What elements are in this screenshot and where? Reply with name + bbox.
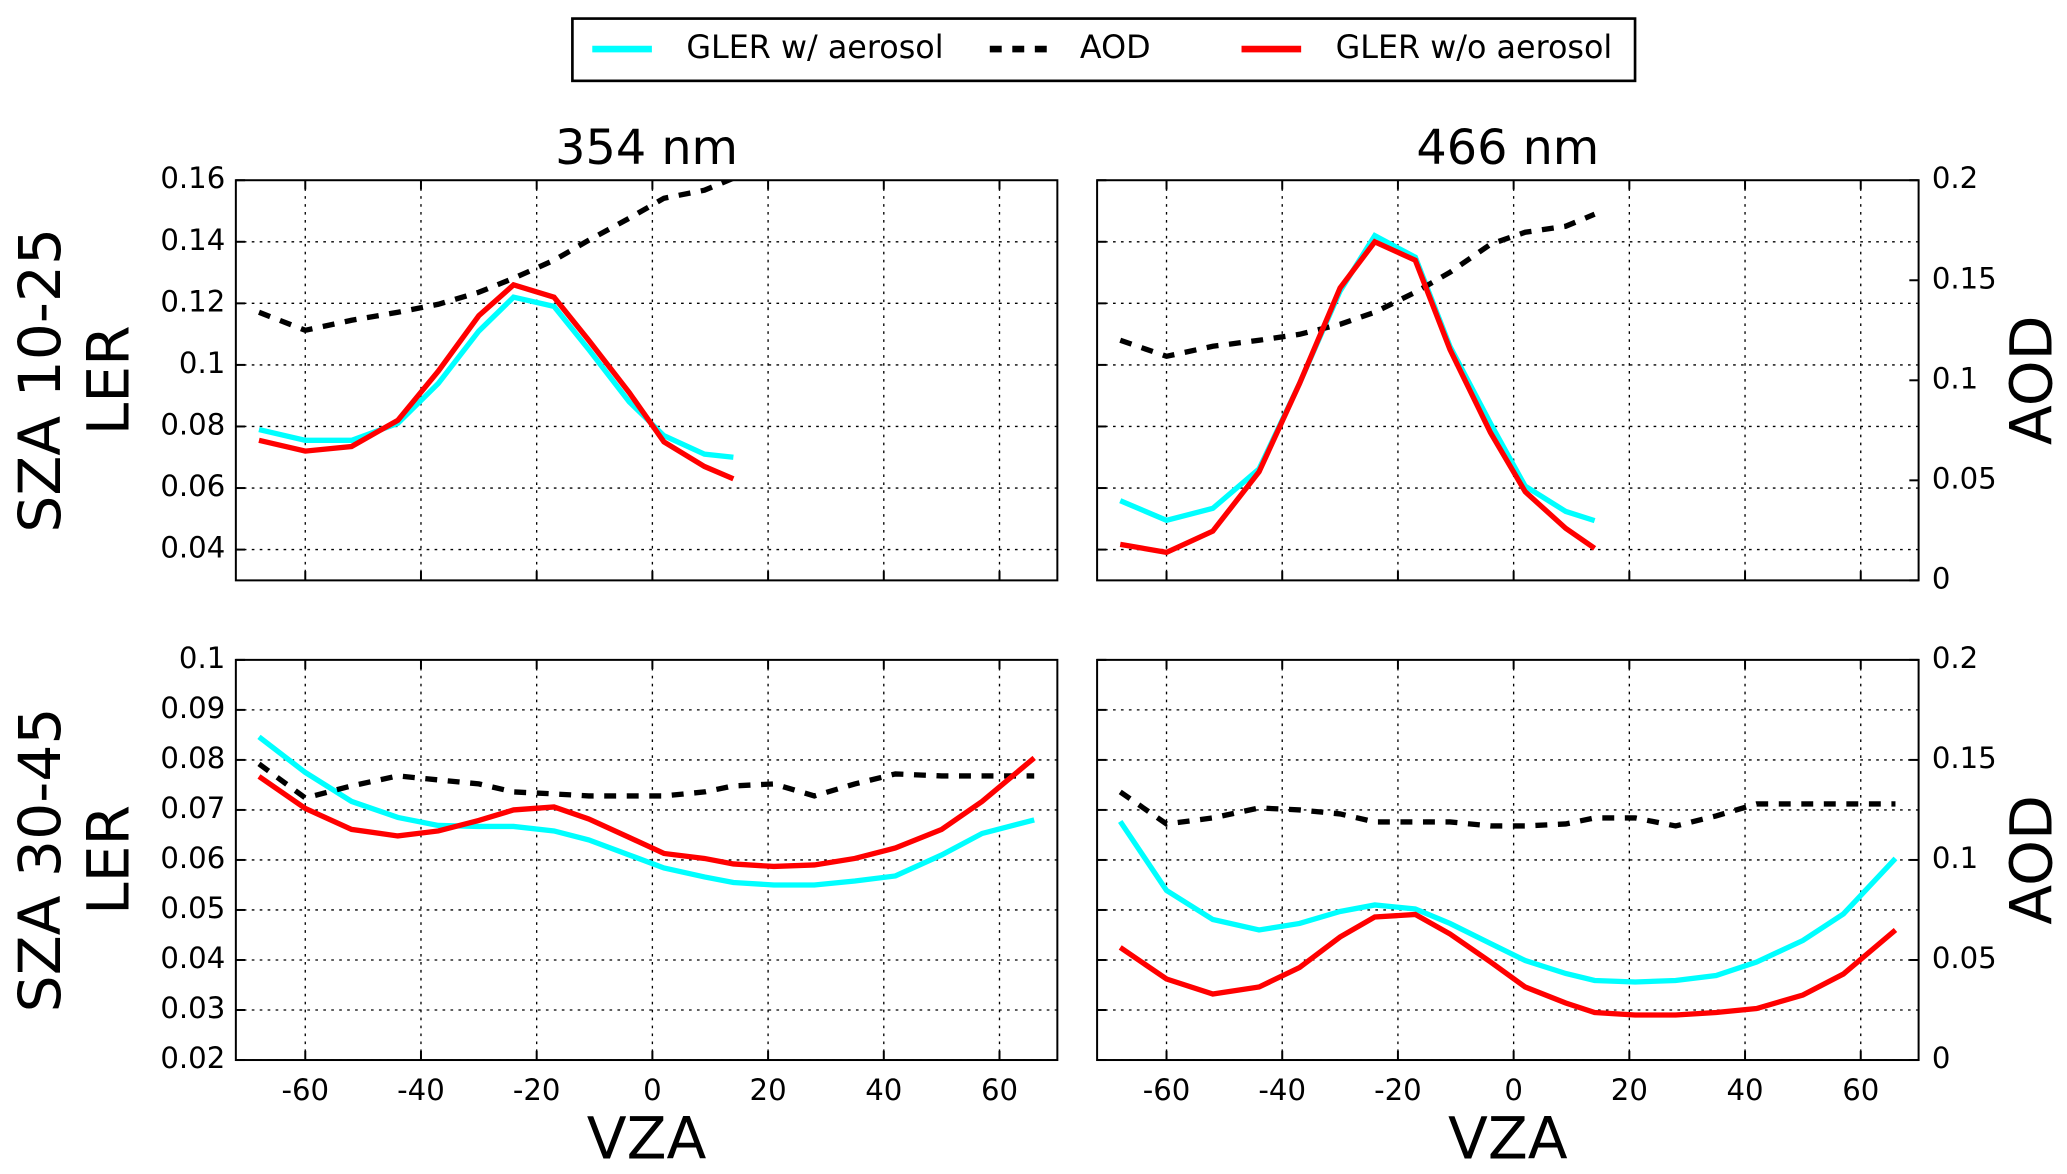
legend-label: GLER w/ aerosol <box>686 29 943 66</box>
y-tick-label: 0.08 <box>160 407 225 441</box>
x-tick-label: 60 <box>981 1073 1018 1107</box>
x-tick-label: 0 <box>643 1073 662 1107</box>
y2-tick-label: 0.2 <box>1932 641 1978 675</box>
y2-tick-label: 0.2 <box>1932 161 1978 195</box>
x-tick-label: -60 <box>281 1073 329 1107</box>
y2-axis-label: AOD <box>1997 795 2065 925</box>
y-tick-label: 0.02 <box>160 1041 225 1075</box>
x-tick-label: -60 <box>1143 1073 1191 1107</box>
y-tick-label: 0.06 <box>160 841 225 875</box>
plot-frame <box>1096 658 1920 1062</box>
y2-tick-label: 0.15 <box>1932 741 1997 775</box>
x-tick-label: -40 <box>1258 1073 1306 1107</box>
y-axis-label: SZA 30-45 <box>6 708 74 1013</box>
plot-area <box>1097 659 1919 1061</box>
y-tick-label: 0.1 <box>179 641 225 675</box>
series-line <box>257 761 1035 801</box>
series-line <box>1118 911 1898 1018</box>
series-line <box>1119 211 1596 360</box>
y-tick-label: 0.04 <box>160 941 225 975</box>
y-axis-label: SZA 10-25 <box>6 228 74 533</box>
y2-tick-label: 0.15 <box>1932 261 1997 295</box>
x-tick-label: 40 <box>865 1073 902 1107</box>
y-tick-label: 0.16 <box>160 161 225 195</box>
y2-axis-label: AOD <box>1997 315 2065 445</box>
series-line <box>258 180 735 334</box>
panel-title: 354 nm <box>555 121 738 176</box>
y2-tick-label: 0.05 <box>1932 461 1997 495</box>
x-tick-label: 20 <box>750 1073 787 1107</box>
y2-tick-label: 0 <box>1932 561 1951 595</box>
plot-frame <box>234 179 1059 582</box>
plot-frame <box>1096 179 1920 582</box>
x-axis-label: VZA <box>1448 1104 1568 1172</box>
y2-tick-label: 0.05 <box>1932 941 1997 975</box>
x-tick-label: 60 <box>1842 1073 1879 1107</box>
y-axis-label: LER <box>75 805 143 915</box>
series-line <box>258 294 734 460</box>
x-tick-label: 20 <box>1611 1073 1648 1107</box>
y2-tick-label: 0.1 <box>1932 841 1978 875</box>
y2-tick-label: 0.1 <box>1932 361 1978 395</box>
y-axis-label: LER <box>75 325 143 435</box>
plot-area <box>1097 180 1919 581</box>
y-tick-label: 0.08 <box>160 741 225 775</box>
legend-label: AOD <box>1080 29 1151 66</box>
x-tick-label: 0 <box>1504 1073 1523 1107</box>
panel-title: 466 nm <box>1416 121 1599 176</box>
legend-label: GLER w/o aerosol <box>1336 29 1613 66</box>
x-axis-label: VZA <box>587 1104 707 1172</box>
y-tick-label: 0.03 <box>160 991 225 1025</box>
series-line <box>258 281 735 482</box>
y-tick-label: 0.06 <box>160 469 225 503</box>
y-tick-label: 0.04 <box>160 531 225 565</box>
series-line <box>1119 238 1597 556</box>
x-tick-label: -20 <box>513 1073 561 1107</box>
y-tick-label: 0.05 <box>160 891 225 925</box>
legend-box <box>571 17 1637 83</box>
plot-area <box>235 180 1058 581</box>
y-tick-label: 0.12 <box>160 284 225 318</box>
plot-frame <box>234 658 1059 1062</box>
y-tick-label: 0.07 <box>160 791 225 825</box>
y-tick-label: 0.1 <box>179 346 225 380</box>
y2-tick-label: 0 <box>1932 1041 1951 1075</box>
y-tick-label: 0.14 <box>160 223 225 257</box>
x-tick-label: -20 <box>1374 1073 1422 1107</box>
series-line <box>1119 232 1596 524</box>
x-tick-label: -40 <box>397 1073 445 1107</box>
x-tick-label: 40 <box>1726 1073 1763 1107</box>
y-tick-label: 0.09 <box>160 691 225 725</box>
series-line <box>1118 819 1898 985</box>
series-line <box>257 734 1035 888</box>
series-line <box>257 755 1036 870</box>
